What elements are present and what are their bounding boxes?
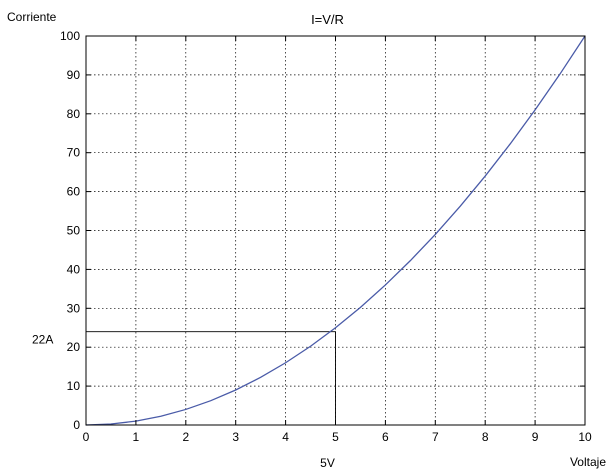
series-layer [85,35,586,426]
y-tick-label: 60 [67,185,81,199]
x-tick-label: 1 [133,430,140,444]
x-tick-label: 5 [332,430,339,444]
y-tick-label: 90 [67,68,81,82]
x-tick-label: 4 [282,430,289,444]
x-tick-label: 0 [83,430,90,444]
y-axis-title: Corriente [7,10,57,24]
y-tick-label: 30 [67,301,81,315]
x-tick-label: 7 [432,430,439,444]
x-tick-label: 6 [382,430,389,444]
annotation-y-label: 22A [32,333,53,347]
y-tick-label: 10 [67,379,81,393]
x-axis-title: Voltaje [570,455,606,469]
y-tick-label: 40 [67,262,81,276]
x-tick-label: 8 [482,430,489,444]
y-tick-label: 0 [73,418,80,432]
y-tick-label: 70 [67,146,81,160]
x-tick-label: 9 [532,430,539,444]
reference-lines [86,331,336,425]
series-line [85,35,586,426]
annotation-x-label: 5V [320,456,335,470]
y-tick-label: 100 [60,29,80,43]
x-tick-label: 10 [578,430,592,444]
axis-ticks [85,35,586,426]
y-tick-label: 50 [67,224,81,238]
y-tick-label: 80 [67,107,81,121]
chart-title: I=V/R [311,12,344,27]
x-tick-label: 2 [182,430,189,444]
y-tick-label: 20 [67,340,81,354]
x-tick-label: 3 [232,430,239,444]
annotation-reference-line [86,331,336,425]
